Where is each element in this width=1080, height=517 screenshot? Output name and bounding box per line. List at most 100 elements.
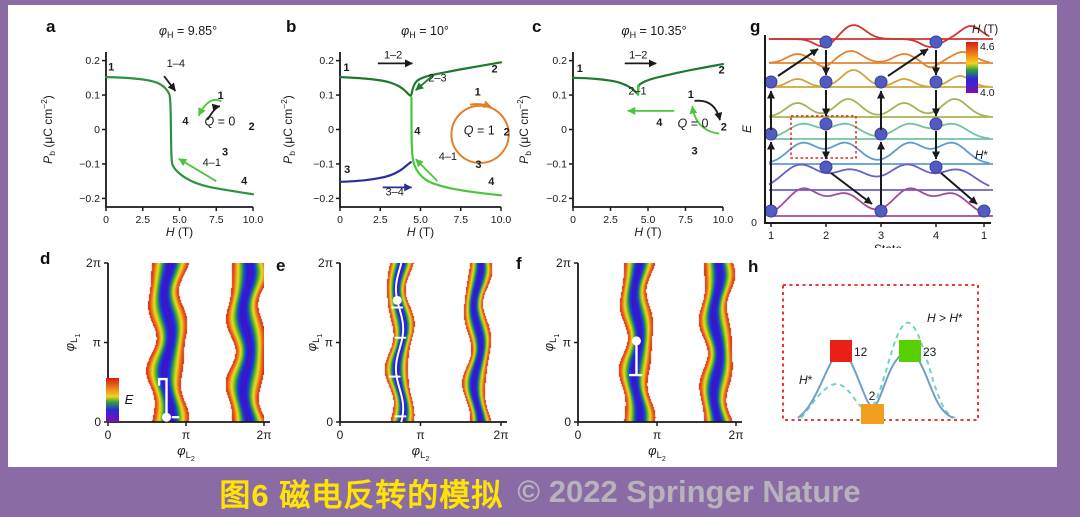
panel-c-pb-vs-h-svg-text: −0.2 xyxy=(546,193,567,205)
panel-b-pb-vs-h-svg-text-tspan: 1–2 xyxy=(384,50,402,62)
panel-c-pb-vs-h-svg-text-tspan: 0 xyxy=(570,214,576,226)
panel-b-pb-vs-h-svg-text-tspan: b xyxy=(287,151,297,156)
panel-b-pb-vs-h-svg-text: −0.1 xyxy=(313,158,334,170)
panel-d-phase-map-svg-text-tspan: 0 xyxy=(94,415,101,429)
panel-b-pb-vs-h-svg-text: 1–2 xyxy=(384,50,402,62)
panel-b-pb-vs-h-svg-path xyxy=(469,100,492,108)
panel-c-pb-vs-h-svg-text-tspan: 4 xyxy=(656,117,663,129)
panel-g-energy-landscape-svg-text-tspan: (T) xyxy=(980,24,998,36)
panel-b-pb-vs-h-svg-text: 2 xyxy=(491,63,497,75)
panel-a-pb-vs-h-svg-text-tspan: Q xyxy=(204,114,214,128)
panel-b-pb-vs-h-svg-text: 10.0 xyxy=(491,214,512,226)
panel-c-pb-vs-h-svg-text-tspan: ) xyxy=(517,95,531,99)
panel-b-pb-vs-h-svg-text-tspan: 4–1 xyxy=(439,151,457,163)
caption-title: 图6 磁电反转的模拟 xyxy=(219,477,504,513)
panel-g-energy-landscape-svg-circle xyxy=(929,35,943,49)
panel-g-energy-landscape-svg-text: H (T) xyxy=(972,24,998,36)
panel-letter-f: f xyxy=(516,254,522,273)
panel-c-pb-vs-h-svg-text: 4 xyxy=(656,117,663,129)
panel-b-pb-vs-h-svg-text: 7.5 xyxy=(453,214,468,226)
panel-b-pb-vs-h-svg-text-tspan: = 1 xyxy=(474,123,495,137)
panel-b-pb-vs-h-svg-text: −0.2 xyxy=(313,193,334,205)
panel-h-barrier-schematic-svg-text: H* xyxy=(799,373,813,387)
panel-f-phase-map-svg-text: φL2 xyxy=(648,443,666,463)
panel-h-barrier-schematic-svg-text: H > H* xyxy=(927,311,963,325)
panel-c-pb-vs-h-svg-text: 7.5 xyxy=(678,214,693,226)
panel-d-phase-map-svg-circle xyxy=(162,412,171,422)
panel-g-energy-landscape-svg-text-tspan: 3 xyxy=(878,230,884,242)
panel-c-pb-vs-h-svg-text: 1 xyxy=(577,63,583,75)
panel-e-phase-map-svg-circle xyxy=(392,295,402,305)
panel-letter-e: e xyxy=(276,256,286,275)
panel-a-pb-vs-h-svg-text-tspan: 0.2 xyxy=(85,55,100,67)
panel-b-pb-vs-h-svg-path xyxy=(415,75,434,91)
panel-c-pb-vs-h-svg-text-tspan: −2 xyxy=(515,99,525,109)
panel-g-energy-landscape-svg-rect xyxy=(966,42,978,93)
panel-b-pb-vs-h-svg-text: 3–4 xyxy=(386,187,404,199)
panel-b-pb-vs-h-svg-text-tspan: (T) xyxy=(416,225,435,239)
panel-f-phase-map-svg-text-tspan: 0 xyxy=(575,428,582,442)
panel-e-phase-map-svg-text-tspan: φ xyxy=(412,443,421,458)
panel-b-pb-vs-h-svg-text-tspan: 1 xyxy=(343,62,349,74)
panel-b-pb-vs-h-svg-text: 1 xyxy=(343,62,349,74)
panel-a-pb-vs-h-svg-text-tspan: 1 xyxy=(218,90,224,102)
panel-e-phase-map-svg-text: 2π xyxy=(494,428,509,442)
panel-b-pb-vs-h-svg: 0 2.5 5.0 7.5 10.00.20.10−0.1−0.2φH = 10°H (… xyxy=(279,24,512,239)
panel-f-phase-map-svg-text: 2π xyxy=(729,428,744,442)
panel-c-pb-vs-h-svg-text-tspan: 3 xyxy=(691,146,697,158)
panel-b-pb-vs-h-svg-text-tspan: 2 xyxy=(504,126,510,138)
panel-f-phase-map-svg-text: 0 xyxy=(575,428,582,442)
panel-f-phase-map-svg-text-tspan: 0 xyxy=(564,415,571,429)
panel-b-pb-vs-h-svg-text: 4 xyxy=(414,126,421,138)
panel-b-pb-vs-h-svg-text: φH = 10° xyxy=(401,24,449,40)
panel-d-phase-map-svg-text: φL1 xyxy=(62,334,82,352)
panel-a-pb-vs-h-svg-text-tspan: −0.2 xyxy=(79,193,100,205)
panel-c-pb-vs-h-svg-text-tspan: H xyxy=(634,225,643,239)
panel-a-pb-vs-h-svg-text: 7.5 xyxy=(209,214,224,226)
panel-f-phase-map-svg-path xyxy=(577,263,742,423)
panel-a-pb-vs-h-svg-text-tspan: 0 xyxy=(94,124,100,136)
panel-a-pb-vs-h-svg-text-tspan: b xyxy=(47,151,57,156)
panel-c-pb-vs-h-svg-text: 0.2 xyxy=(552,55,567,67)
panel-g-energy-landscape-svg-text: 4.0 xyxy=(980,87,995,99)
panel-b-pb-vs-h-svg-ellipse xyxy=(450,104,510,164)
panel-a-pb-vs-h: 0 2.5 5.0 7.5 10.0 0.2 0.1 0 −0.1 −0.2 φH = 9.85° H… xyxy=(36,13,288,245)
panel-a-pb-vs-h-svg-path xyxy=(206,103,221,121)
panel-a-pb-vs-h-svg-path xyxy=(105,52,253,208)
panel-h-barrier-schematic-svg-text-tspan: H xyxy=(927,311,936,325)
panel-e-phase-map-svg-text: 2π xyxy=(318,256,333,270)
panel-d-phase-map-svg-text: φL2 xyxy=(177,443,195,463)
panel-b-pb-vs-h-svg-text: 2.5 xyxy=(373,214,388,226)
caption-copyright: © 2022 Springer Nature xyxy=(517,474,861,509)
panel-g-energy-landscape-svg-circle xyxy=(764,75,778,89)
panel-g-energy-landscape-svg: 12341StateE0H (T)4.64.0H* xyxy=(741,24,998,248)
panel-g-energy-landscape-svg-text-tspan: E xyxy=(741,124,754,133)
panel-letter-g: g xyxy=(750,17,761,36)
panel-b-pb-vs-h-svg-path xyxy=(415,158,439,182)
panel-g-energy-landscape-svg-text-tspan: 0 xyxy=(751,217,757,229)
panel-b-pb-vs-h-svg-text: 0.1 xyxy=(319,90,334,102)
panel-g-energy-landscape: 12341StateE0H (T)4.64.0H* xyxy=(741,13,1073,248)
panel-g-energy-landscape-svg-path xyxy=(768,98,990,118)
panel-c-pb-vs-h-svg-text-tspan: 10.0 xyxy=(713,214,734,226)
panel-d-phase-map-svg-text-tspan: 2π xyxy=(257,428,272,442)
panel-c-pb-vs-h-svg: 0 2.5 5.0 7.5 10.00.20.10−0.1−0.2φH = 10.35°… xyxy=(515,24,734,239)
panel-f-phase-map-svg-text-tspan: L xyxy=(657,450,662,460)
panel-e-phase-map-svg-text-tspan: φ xyxy=(304,342,319,351)
panel-g-energy-landscape-svg-text: 3 xyxy=(878,230,884,242)
panel-e-phase-map-svg-text: φL2 xyxy=(412,443,430,463)
panel-g-energy-landscape-svg-text-tspan: * xyxy=(983,150,988,162)
panel-b-pb-vs-h-svg-text-tspan: 0 xyxy=(328,124,334,136)
panel-b-pb-vs-h-svg-text: Pb (μC cm−2) xyxy=(279,95,297,164)
panel-c-pb-vs-h-svg-text-tspan: −0.2 xyxy=(546,193,567,205)
panel-c-pb-vs-h-svg-text: φH = 10.35° xyxy=(621,24,686,40)
panel-f-phase-map-svg-text-tspan: π xyxy=(563,336,571,350)
panel-c-pb-vs-h-svg-text-tspan: 0.2 xyxy=(552,55,567,67)
panel-a-pb-vs-h-svg-text: 0.2 xyxy=(85,55,100,67)
panel-a-pb-vs-h-svg-path xyxy=(163,75,177,92)
panel-a-pb-vs-h-svg-text: 5.0 xyxy=(172,214,187,226)
panel-d-phase-map-svg-text: 2π xyxy=(86,256,101,270)
panel-e-phase-map-svg-text-tspan: L xyxy=(420,450,425,460)
panel-a-pb-vs-h-svg-text: H (T) xyxy=(166,225,193,239)
